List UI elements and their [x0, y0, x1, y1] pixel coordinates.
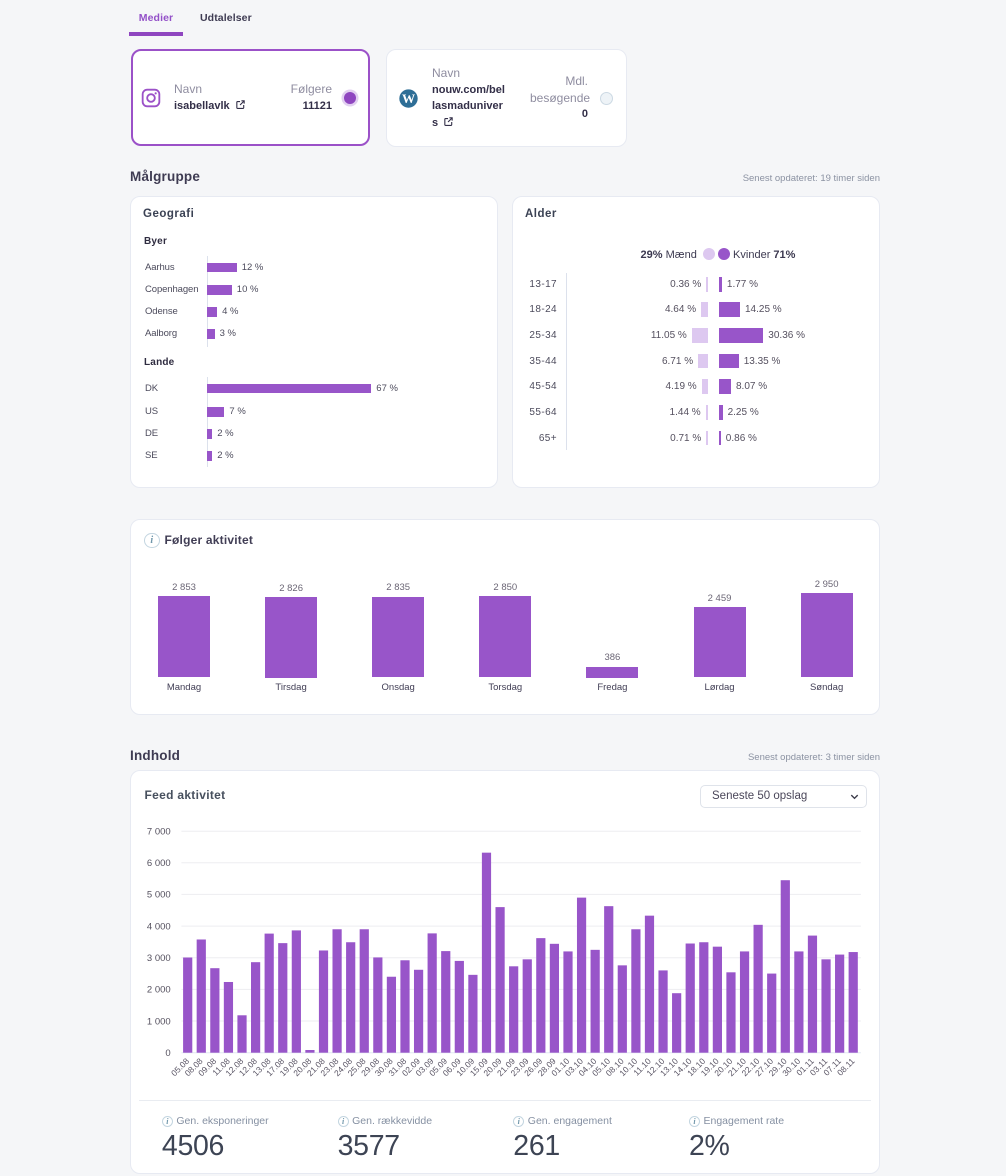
svg-text:4 000: 4 000	[147, 921, 171, 932]
svg-text:2 000: 2 000	[147, 984, 171, 995]
svg-text:1 000: 1 000	[147, 1016, 171, 1027]
svg-text:5 000: 5 000	[147, 889, 171, 900]
svg-text:0: 0	[165, 1048, 170, 1059]
svg-text:6 000: 6 000	[147, 858, 171, 869]
svg-text:7 000: 7 000	[147, 826, 171, 837]
svg-text:W: W	[402, 91, 415, 106]
svg-text:3 000: 3 000	[147, 953, 171, 964]
